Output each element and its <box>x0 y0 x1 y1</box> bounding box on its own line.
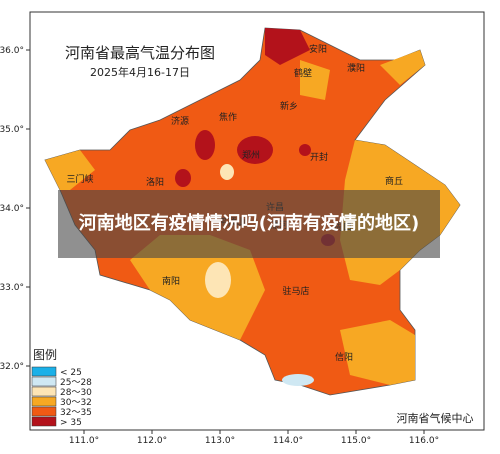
lon-label: 112.0° <box>137 436 167 446</box>
city-label: 三门峡 <box>66 173 93 185</box>
lat-label: 33.0° <box>0 283 24 293</box>
lat-label: 36.0° <box>0 46 24 56</box>
city-label: 南阳 <box>162 275 180 287</box>
lon-label: 114.0° <box>273 436 303 446</box>
lon-label: 116.0° <box>409 436 439 446</box>
legend-swatch <box>31 376 57 387</box>
legend-label: 28～30 <box>60 388 92 398</box>
mild-zone <box>205 262 231 298</box>
city-label: 焦作 <box>219 111 237 123</box>
legend-swatch <box>31 396 57 407</box>
warm-zone <box>300 60 330 100</box>
cool-zone <box>282 374 314 386</box>
lon-label: 115.0° <box>341 436 371 446</box>
map-subtitle: 2025年4月16-17日 <box>90 65 190 79</box>
caption: 河南地区有疫情情况吗(河南有疫情的地区) <box>58 190 440 258</box>
hot-zone <box>175 169 191 187</box>
mild-zone <box>220 164 234 180</box>
legend-swatch <box>31 416 57 427</box>
hot-zone <box>195 130 215 160</box>
map-title: 河南省最高气温分布图 <box>65 44 215 62</box>
legend-swatch <box>31 406 57 417</box>
hot-zone <box>265 28 310 65</box>
lat-label: 34.0° <box>0 204 24 214</box>
city-label: 郑州 <box>242 149 260 161</box>
lon-label: 111.0° <box>69 436 99 446</box>
warm-zone <box>130 235 265 340</box>
legend-label: < 25 <box>60 368 82 378</box>
hot-zone <box>299 144 311 156</box>
lat-label: 35.0° <box>0 125 24 135</box>
city-label: 信阳 <box>335 351 353 363</box>
lat-label: 32.0° <box>0 362 24 372</box>
credit: 河南省气候中心 <box>397 411 474 425</box>
hot-zone <box>237 136 273 164</box>
city-label: 开封 <box>310 151 328 163</box>
city-label: 洛阳 <box>146 176 164 188</box>
legend-label: 32～35 <box>60 408 92 418</box>
city-label: 驻马店 <box>282 285 309 297</box>
warm-zone <box>340 320 415 385</box>
legend-swatch <box>31 386 57 397</box>
city-label: 济源 <box>171 115 189 127</box>
legend-label: > 35 <box>60 418 82 428</box>
legend-title: 图例 <box>33 348 57 362</box>
legend-label: 30～32 <box>60 398 92 408</box>
warm-zone <box>380 50 425 85</box>
city-label: 鹤壁 <box>294 67 312 79</box>
lon-label: 113.0° <box>205 436 235 446</box>
city-label: 新乡 <box>280 100 298 112</box>
legend-swatch <box>31 366 57 377</box>
city-label: 濮阳 <box>347 62 365 74</box>
city-label: 商丘 <box>385 175 403 187</box>
legend-label: 25～28 <box>60 378 92 388</box>
city-label: 安阳 <box>309 43 327 55</box>
warm-zone <box>45 150 95 190</box>
